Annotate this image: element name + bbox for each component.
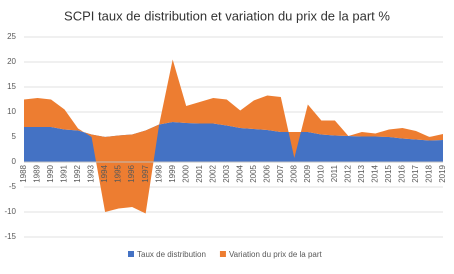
legend-swatch	[128, 251, 134, 257]
x-tick-label: 1989	[33, 164, 42, 182]
x-tick-label: 2003	[222, 164, 231, 182]
x-tick-label: 2006	[262, 164, 271, 182]
x-tick-label: 2015	[384, 164, 393, 182]
x-tick-label: 2011	[330, 164, 339, 182]
y-tick-label: -5	[9, 182, 17, 191]
y-tick-label: 5	[12, 132, 17, 141]
x-tick-label: 2001	[195, 164, 204, 182]
x-tick-label: 1988	[19, 164, 28, 182]
y-tick-label: 10	[7, 107, 16, 116]
x-tick-label: 1993	[87, 164, 96, 182]
x-tick-label: 1991	[60, 164, 69, 182]
x-tick-label: 2009	[303, 164, 312, 182]
legend-swatch	[219, 251, 226, 257]
y-tick-label: 15	[7, 82, 16, 91]
y-tick-label: 0	[12, 157, 17, 166]
area	[24, 59, 443, 214]
x-tick-label: 1995	[114, 164, 123, 182]
x-tick-label: 1997	[141, 164, 150, 182]
legend-label: Taux de distribution	[137, 250, 206, 259]
x-tick-label: 2016	[398, 164, 407, 182]
x-tick-label: 1996	[127, 164, 136, 182]
x-tick-label: 2018	[425, 164, 434, 182]
x-tick-label: 1998	[154, 164, 163, 182]
x-tick-label: 1990	[46, 164, 55, 182]
legend-label: Variation du prix de la part	[229, 250, 323, 259]
x-tick-label: 2013	[357, 164, 366, 182]
x-tick-label: 1999	[168, 164, 177, 182]
x-tick-label: 2010	[316, 164, 325, 182]
y-tick-label: 20	[7, 57, 16, 66]
chart-title: SCPI taux de distribution et variation d…	[64, 8, 390, 23]
x-tick-label: 2000	[181, 164, 190, 182]
x-tick-label: 2019	[438, 164, 447, 182]
y-tick-label: -10	[4, 207, 16, 216]
x-tick-label: 2007	[276, 164, 285, 182]
x-tick-label: 2002	[208, 164, 217, 182]
y-tick-label: -15	[4, 232, 16, 241]
x-tick-label: 2012	[343, 164, 352, 182]
x-tick-label: 2014	[371, 164, 380, 182]
y-tick-label: 25	[7, 32, 16, 41]
x-tick-label: 2005	[249, 164, 258, 182]
x-tick-label: 1992	[73, 164, 82, 182]
x-tick-label: 2004	[235, 164, 244, 182]
x-tick-label: 2017	[411, 164, 420, 182]
x-tick-label: 2008	[289, 164, 298, 182]
area	[24, 122, 443, 162]
x-tick-label: 1994	[100, 164, 109, 182]
